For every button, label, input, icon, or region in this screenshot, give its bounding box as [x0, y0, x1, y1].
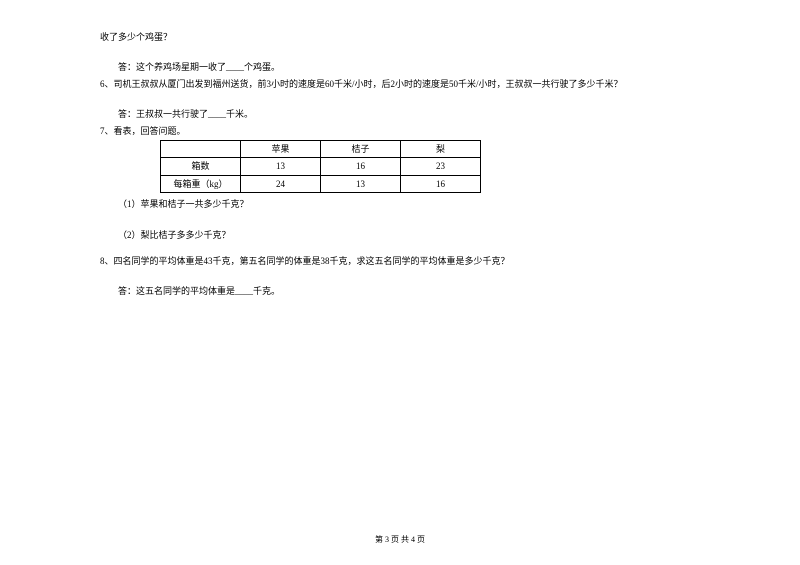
q7-sub2: （2）梨比桔子多多少千克？ [100, 228, 700, 242]
q6-answer: 答：王叔叔一共行驶了____千米。 [100, 107, 700, 121]
table-cell: 箱数 [161, 158, 241, 175]
q8-text: 8、四名同学的平均体重是43千克，第五名同学的体重是38千克，求这五名同学的平均… [100, 254, 700, 268]
q7-sub1: （1）苹果和桔子一共多少千克？ [100, 197, 700, 211]
q5-answer: 答：这个养鸡场星期一收了____个鸡蛋。 [100, 60, 700, 74]
table-row: 每箱重（kg） 24 13 16 [161, 175, 481, 192]
table-cell: 每箱重（kg） [161, 175, 241, 192]
page-footer: 第 3 页 共 4 页 [0, 534, 800, 547]
table-cell: 24 [241, 175, 321, 192]
q7-table: 苹果 桔子 梨 箱数 13 16 23 每箱重（kg） 24 13 16 [160, 140, 481, 193]
q8-answer: 答：这五名同学的平均体重是____千克。 [100, 284, 700, 298]
q5-tail: 收了多少个鸡蛋？ [100, 30, 700, 44]
table-header-cell: 苹果 [241, 140, 321, 157]
table-header-cell: 梨 [401, 140, 481, 157]
table-cell: 16 [401, 175, 481, 192]
table-header-cell: 桔子 [321, 140, 401, 157]
q7-prompt: 7、看表，回答问题。 [100, 124, 700, 138]
table-cell: 23 [401, 158, 481, 175]
table-cell: 13 [241, 158, 321, 175]
table-cell: 16 [321, 158, 401, 175]
table-row: 箱数 13 16 23 [161, 158, 481, 175]
table-cell: 13 [321, 175, 401, 192]
q6-text: 6、司机王叔叔从厦门出发到福州送货，前3小时的速度是60千米/小时，后2小时的速… [100, 77, 700, 91]
q7-table-wrap: 苹果 桔子 梨 箱数 13 16 23 每箱重（kg） 24 13 16 [160, 140, 700, 193]
table-header-cell [161, 140, 241, 157]
table-header-row: 苹果 桔子 梨 [161, 140, 481, 157]
